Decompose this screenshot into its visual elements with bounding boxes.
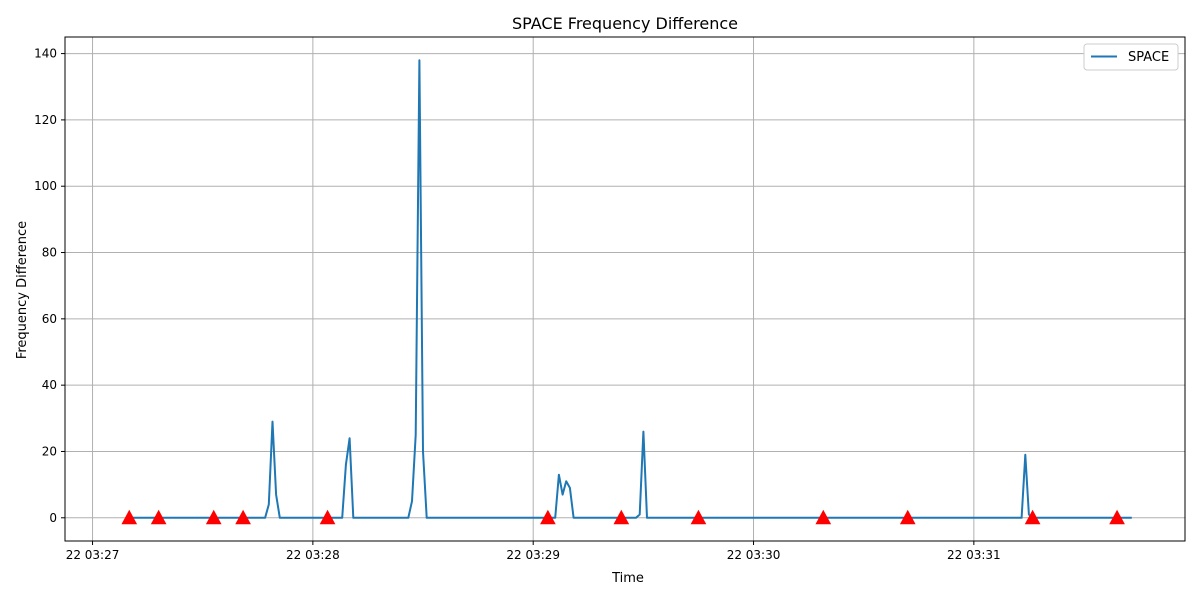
triangle-marker: [899, 509, 916, 525]
x-axis-ticks: 22 03:27 22 03:28 22 03:29 22 03:30 22 03:31: [66, 541, 1001, 562]
triangle-marker: [613, 509, 630, 525]
triangle-marker: [150, 509, 167, 525]
triangle-marker: [235, 509, 251, 525]
triangle-marker: [690, 509, 707, 525]
x-tick-label: 22 03:30: [727, 548, 781, 562]
y-axis-ticks: 0 20 40 60 80 100 120 140: [34, 47, 65, 525]
x-tick-label: 22 03:31: [947, 548, 1001, 562]
legend: SPACE: [1083, 43, 1179, 71]
series-layer: [129, 59, 1132, 519]
x-axis-label: Time: [611, 571, 644, 586]
y-tick-label: 100: [34, 179, 57, 193]
y-tick-label: 80: [42, 246, 57, 260]
y-tick-label: 120: [34, 113, 57, 127]
legend-label-space: SPACE: [1128, 50, 1169, 65]
x-tick-label: 22 03:28: [286, 548, 340, 562]
marker-layer: [121, 509, 1125, 525]
triangle-marker: [319, 509, 336, 525]
triangle-marker: [205, 509, 222, 525]
x-tick-label: 22 03:27: [66, 548, 120, 562]
y-axis-label: Frequency Difference: [15, 221, 30, 359]
triangle-marker: [1024, 509, 1041, 525]
y-tick-label: 20: [42, 444, 57, 458]
y-tick-label: 0: [49, 511, 57, 525]
y-tick-label: 140: [34, 47, 57, 61]
plot-frame: [64, 36, 1186, 542]
legend-box: [1083, 43, 1179, 71]
triangle-marker: [121, 509, 138, 525]
triangle-marker: [815, 509, 832, 525]
y-tick-label: 60: [42, 312, 57, 326]
y-tick-label: 40: [42, 378, 57, 392]
triangle-marker: [540, 509, 556, 525]
chart-title: SPACE Frequency Difference: [512, 14, 738, 33]
x-tick-label: 22 03:29: [506, 548, 560, 562]
series-line-space: [129, 59, 1132, 519]
triangle-marker: [1109, 509, 1125, 525]
